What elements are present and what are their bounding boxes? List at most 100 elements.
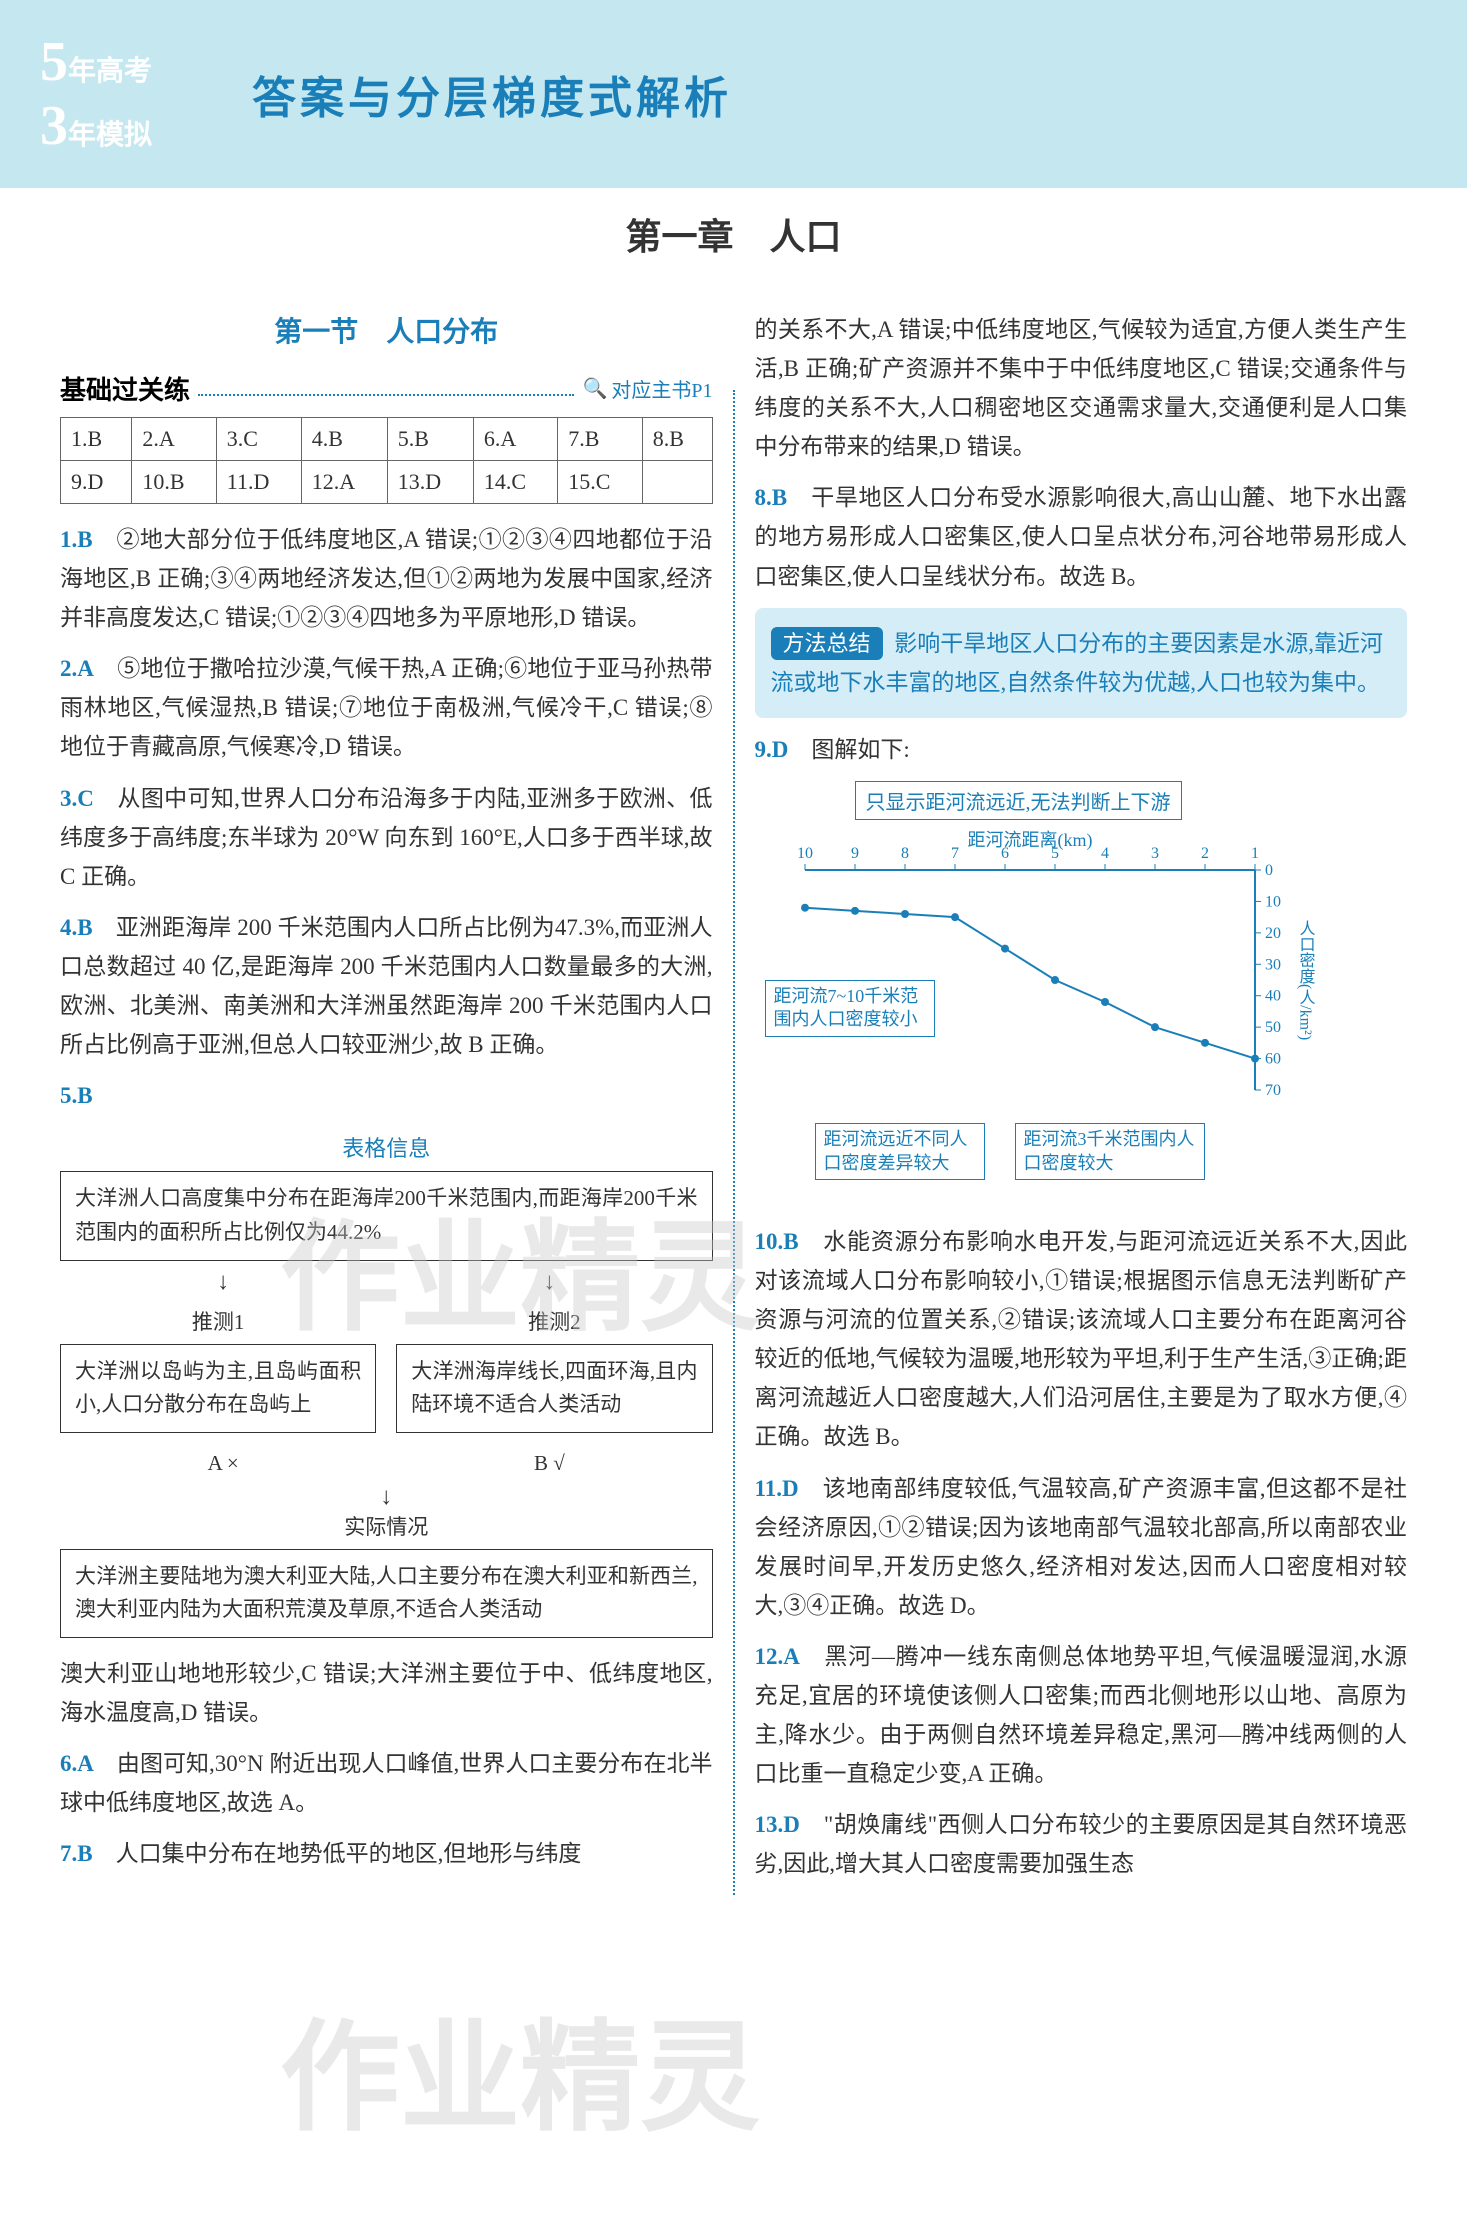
table-row: 9.D 10.B 11.D 12.A 13.D 14.C 15.C: [61, 461, 713, 504]
table-cell: 1.B: [61, 418, 132, 461]
table-cell: 5.B: [387, 418, 473, 461]
svg-text:8: 8: [901, 845, 909, 862]
qnum: 12.A: [755, 1644, 800, 1669]
table-cell: 4.B: [301, 418, 387, 461]
logo-5: 5: [40, 31, 68, 93]
explanation-item: 1.B ②地大部分位于低纬度地区,A 错误;①②③④四地都位于沿海地区,B 正确…: [60, 520, 713, 637]
diagram-arrows-2: ↓: [60, 1484, 713, 1511]
qtext: 人口集中分布在地势低平的地区,但地形与纬度: [116, 1841, 582, 1866]
search-icon: 🔍: [582, 376, 607, 401]
qtext: 该地南部纬度较低,气温较高,矿产资源丰富,但这都不是社会经济原因,①②错误;因为…: [755, 1476, 1408, 1618]
ax-a: A ×: [208, 1451, 239, 1476]
chart-callout-2: 距河流远近不同人口密度差异较大: [815, 1123, 985, 1180]
brand-logo: 5年高考 3年模拟: [40, 30, 152, 158]
qnum: 2.A: [60, 656, 94, 681]
qnum: 3.C: [60, 786, 94, 811]
svg-text:70: 70: [1265, 1082, 1281, 1099]
explanation-item: 5.B: [60, 1076, 713, 1115]
chart-callout-3: 距河流3千米范围内人口密度较大: [1015, 1123, 1205, 1180]
explanation-item: 澳大利亚山地地形较少,C 错误;大洋洲主要位于中、低纬度地区,海水温度高,D 错…: [60, 1654, 713, 1732]
chapter-title: 第一章 人口: [0, 208, 1467, 260]
logo-text2: 年模拟: [68, 120, 152, 151]
svg-text:3: 3: [1151, 845, 1159, 862]
qtext: 澳大利亚山地地形较少,C 错误;大洋洲主要位于中、低纬度地区,海水温度高,D 错…: [60, 1661, 713, 1725]
watermark: 作业精灵: [280, 1980, 760, 2154]
diagram-infer-row: 推测1 大洋洲以岛屿为主,且岛屿面积小,人口分散分布在岛屿上 推测2 大洋洲海岸…: [60, 1306, 713, 1441]
table-cell: 10.B: [132, 461, 216, 504]
subsection-header: 基础过关练 🔍 对应主书P1: [60, 370, 713, 407]
table-cell: 13.D: [387, 461, 473, 504]
qtext: "胡焕庸线"西侧人口分布较少的主要原因是其自然环境恶劣,因此,增大其人口密度需要…: [755, 1812, 1408, 1876]
ref-text: 对应主书P1: [611, 374, 712, 403]
explanation-item: 8.B 干旱地区人口分布受水源影响很大,高山山麓、地下水出露的地方易形成人口密集…: [755, 478, 1408, 595]
table-cell: 7.B: [558, 418, 642, 461]
diagram-title: 表格信息: [60, 1131, 713, 1163]
infer2-box: 大洋洲海岸线长,四面环海,且内陆环境不适合人类活动: [396, 1344, 712, 1433]
qtext: 干旱地区人口分布受水源影响很大,高山山麓、地下水出露的地方易形成人口密集区,使人…: [755, 485, 1408, 588]
explanation-item: 4.B 亚洲距海岸 200 千米范围内人口所占比例为47.3%,而亚洲人口总数超…: [60, 908, 713, 1064]
explanation-item: 7.B 人口集中分布在地势低平的地区,但地形与纬度: [60, 1834, 713, 1873]
infer1-label: 推测1: [60, 1306, 376, 1336]
ax-b: B √: [534, 1451, 565, 1476]
svg-text:2: 2: [1201, 845, 1209, 862]
explanation-item: 11.D 该地南部纬度较低,气温较高,矿产资源丰富,但这都不是社会经济原因,①②…: [755, 1469, 1408, 1625]
section-title: 第一节 人口分布: [60, 310, 713, 350]
explanation-item: 10.B 水能资源分布影响水电开发,与距河流远近关系不大,因此对该流域人口分布影…: [755, 1222, 1408, 1457]
qtext: 图解如下:: [811, 737, 909, 762]
qtext: 黑河—腾冲一线东南侧总体地势平坦,气候温暖湿润,水源充足,宜居的环境使该侧人口密…: [755, 1644, 1408, 1786]
logo-3: 3: [40, 95, 68, 157]
table-cell: [642, 461, 712, 504]
infer2-label: 推测2: [396, 1306, 712, 1336]
qtext: 由图可知,30°N 附近出现人口峰值,世界人口主要分布在北半球中低纬度地区,故选…: [60, 1751, 713, 1815]
qtext: 水能资源分布影响水电开发,与距河流远近关系不大,因此对该流域人口分布影响较小,①…: [755, 1229, 1408, 1449]
chart-area: 10987654321010203040506070距河流距离(km)人口密度(…: [755, 830, 1335, 1170]
svg-text:1: 1: [1251, 845, 1259, 862]
svg-text:7: 7: [951, 845, 959, 862]
svg-text:20: 20: [1265, 925, 1281, 942]
answer-table: 1.B 2.A 3.C 4.B 5.B 6.A 7.B 8.B 9.D 10.B…: [60, 417, 713, 504]
column-divider: [733, 390, 735, 1895]
svg-text:60: 60: [1265, 1051, 1281, 1068]
right-column: 的关系不大,A 错误;中低纬度地区,气候较为适宜,方便人类生产生活,B 正确;矿…: [755, 310, 1408, 1895]
qnum: 6.A: [60, 1751, 94, 1776]
svg-text:10: 10: [797, 845, 813, 862]
svg-text:9: 9: [851, 845, 859, 862]
explanation-item: 12.A 黑河—腾冲一线东南侧总体地势平坦,气候温暖湿润,水源充足,宜居的环境使…: [755, 1637, 1408, 1793]
explanation-item: 3.C 从图中可知,世界人口分布沿海多于内陆,亚洲多于欧洲、低纬度多于高纬度;东…: [60, 779, 713, 896]
diagram-infer2-col: 推测2 大洋洲海岸线长,四面环海,且内陆环境不适合人类活动: [396, 1306, 712, 1441]
table-cell: 9.D: [61, 461, 132, 504]
explanation-item: 的关系不大,A 错误;中低纬度地区,气候较为适宜,方便人类生产生活,B 正确;矿…: [755, 310, 1408, 466]
reality-box: 大洋洲主要陆地为澳大利亚大陆,人口主要分布在澳大利亚和新西兰,澳大利亚内陆为大面…: [60, 1549, 713, 1638]
qtext: ⑤地位于撒哈拉沙漠,气候干热,A 正确;⑥地位于亚马孙热带雨林地区,气候湿热,B…: [60, 656, 713, 759]
logo-text1: 年高考: [68, 56, 152, 87]
infer1-box: 大洋洲以岛屿为主,且岛屿面积小,人口分散分布在岛屿上: [60, 1344, 376, 1433]
table-cell: 3.C: [216, 418, 301, 461]
qtext: 的关系不大,A 错误;中低纬度地区,气候较为适宜,方便人类生产生活,B 正确;矿…: [755, 317, 1408, 459]
table-row: 1.B 2.A 3.C 4.B 5.B 6.A 7.B 8.B: [61, 418, 713, 461]
explanation-item: 6.A 由图可知,30°N 附近出现人口峰值,世界人口主要分布在北半球中低纬度地…: [60, 1744, 713, 1822]
table-cell: 14.C: [473, 461, 557, 504]
content-area: 第一节 人口分布 基础过关练 🔍 对应主书P1 1.B 2.A 3.C 4.B …: [0, 290, 1467, 1915]
svg-text:4: 4: [1101, 845, 1109, 862]
chart-top-note: 只显示距河流远近,无法判断上下游: [855, 781, 1182, 820]
diagram-arrows: ↓↓: [60, 1269, 713, 1296]
table-cell: 12.A: [301, 461, 387, 504]
table-cell: 2.A: [132, 418, 216, 461]
table-cell: 8.B: [642, 418, 712, 461]
qnum: 5.B: [60, 1083, 93, 1108]
dots-decoration: [198, 394, 574, 396]
diagram-q5: 表格信息 大洋洲人口高度集中分布在距海岸200千米范围内,而距海岸200千米范围…: [60, 1131, 713, 1638]
qtext: 亚洲距海岸 200 千米范围内人口所占比例为47.3%,而亚洲人口总数超过 40…: [60, 915, 713, 1057]
qtext: 从图中可知,世界人口分布沿海多于内陆,亚洲多于欧洲、低纬度多于高纬度;东半球为 …: [60, 786, 713, 889]
qnum: 10.B: [755, 1229, 799, 1254]
diagram-infer1-col: 推测1 大洋洲以岛屿为主,且岛屿面积小,人口分散分布在岛屿上: [60, 1306, 376, 1441]
diagram-top-box: 大洋洲人口高度集中分布在距海岸200千米范围内,而距海岸200千米范围内的面积所…: [60, 1171, 713, 1260]
subsection-title: 基础过关练: [60, 370, 190, 407]
page-title: 答案与分层梯度式解析: [252, 62, 732, 126]
table-cell: 15.C: [558, 461, 642, 504]
svg-text:30: 30: [1265, 956, 1281, 973]
svg-text:人口密度(人/km²): 人口密度(人/km²): [1296, 920, 1315, 1040]
qnum: 11.D: [755, 1476, 799, 1501]
reality-label: 实际情况: [60, 1511, 713, 1541]
table-cell: 11.D: [216, 461, 301, 504]
